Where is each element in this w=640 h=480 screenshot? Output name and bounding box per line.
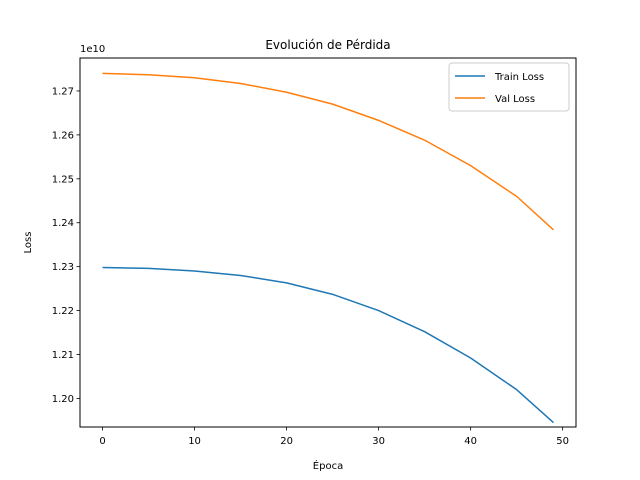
y-tick-label: 1.24 xyxy=(52,218,74,229)
y-tick-label: 1.21 xyxy=(52,350,74,361)
y-tick-label: 1.26 xyxy=(52,130,74,141)
val-loss-line xyxy=(102,72,554,231)
x-tick-label: 40 xyxy=(464,436,477,447)
chart-title: Evolución de Pérdida xyxy=(265,38,390,52)
legend-label-train: Train Loss xyxy=(494,72,544,83)
x-tick-label: 0 xyxy=(99,436,105,447)
x-tick-label: 10 xyxy=(188,436,201,447)
x-tick-label: 30 xyxy=(372,436,385,447)
legend: Train Loss Val Loss xyxy=(448,62,570,112)
y-tick-label: 1.23 xyxy=(52,262,74,273)
y-offset-text: 1e10 xyxy=(80,44,105,55)
plot-area xyxy=(102,72,554,424)
legend-box xyxy=(448,62,570,112)
axes-frame xyxy=(79,57,577,428)
legend-label-val: Val Loss xyxy=(495,94,535,105)
y-axis-label: Loss xyxy=(23,232,34,254)
x-axis-label: Época xyxy=(313,459,343,472)
y-tick-label: 1.22 xyxy=(52,306,74,317)
train-loss-line xyxy=(102,266,554,424)
x-tick-label: 20 xyxy=(280,436,293,447)
y-tick-label: 1.25 xyxy=(52,174,74,185)
x-tick-label: 50 xyxy=(556,436,569,447)
y-tick-label: 1.20 xyxy=(52,394,74,405)
y-tick-label: 1.27 xyxy=(52,86,74,97)
